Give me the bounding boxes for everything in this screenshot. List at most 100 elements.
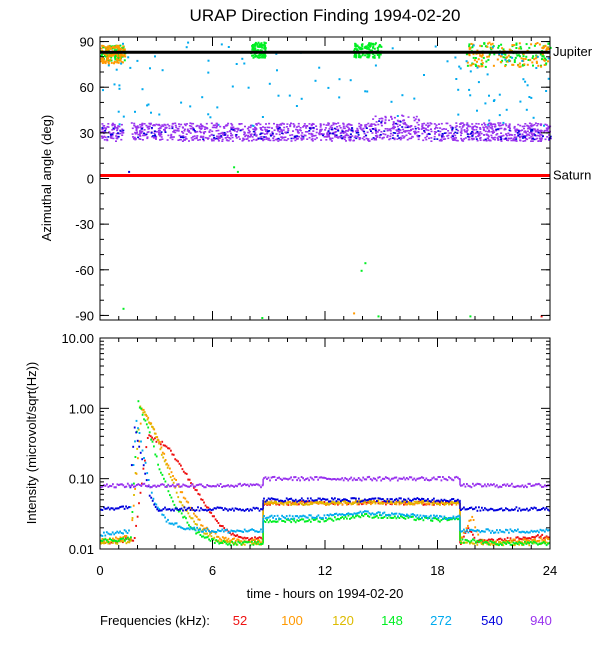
intensity-point: [191, 509, 194, 511]
intensity-point: [329, 513, 332, 516]
intensity-point: [203, 509, 205, 512]
azimuth-point: [366, 47, 369, 50]
azimuth-point: [212, 124, 215, 127]
azimuth-point: [466, 64, 469, 67]
azimuth-point: [158, 123, 160, 126]
intensity-point: [125, 530, 127, 533]
azimuth-point: [468, 136, 471, 139]
azimuth-point: [182, 135, 185, 137]
azimuth-point: [507, 139, 510, 142]
azimuth-point: [475, 136, 478, 138]
azimuth-point: [299, 127, 302, 129]
azimuth-point: [120, 61, 123, 63]
intensity-point: [545, 507, 548, 510]
azimuth-point: [295, 128, 298, 131]
azimuth-point: [395, 129, 398, 131]
intensity-point: [466, 529, 468, 532]
azimuth-point: [254, 55, 257, 57]
azimuth-point: [249, 136, 251, 138]
azimuth-point: [461, 122, 464, 124]
azimuth-point: [335, 128, 338, 130]
azimuth-point: [488, 119, 491, 122]
intensity-point: [215, 507, 217, 510]
intensity-point: [317, 478, 319, 481]
azimuth-point: [402, 115, 405, 117]
azimuth-point: [505, 133, 508, 136]
intensity-point: [246, 508, 249, 510]
azimuth-point: [507, 126, 510, 129]
intensity-point: [335, 518, 338, 521]
intensity-point: [117, 507, 120, 510]
intensity-point: [460, 540, 462, 543]
intensity-point: [518, 543, 521, 546]
intensity-point: [146, 485, 149, 488]
azimuth-point: [545, 124, 548, 126]
intensity-point: [369, 478, 372, 481]
azimuth-point: [384, 128, 387, 130]
azimuth-point: [393, 138, 396, 141]
azimuth-point: [537, 131, 540, 134]
intensity-point: [531, 541, 534, 544]
intensity-point: [389, 500, 392, 503]
intensity-point: [538, 539, 541, 542]
intensity-point: [377, 499, 380, 502]
intensity-point: [179, 508, 181, 511]
intensity-point: [515, 529, 518, 532]
intensity-point: [156, 508, 159, 511]
intensity-point: [547, 508, 549, 511]
intensity-point: [343, 498, 345, 501]
intensity-point: [128, 484, 131, 487]
azimuth-point: [426, 122, 429, 125]
intensity-point: [317, 514, 320, 517]
azimuth-point: [152, 135, 155, 137]
azimuth-point: [440, 140, 443, 142]
azimuth-point: [247, 126, 250, 128]
intensity-point: [521, 484, 524, 487]
azimuth-point: [263, 138, 266, 141]
azimuth-point: [426, 133, 429, 136]
intensity-point: [412, 515, 414, 518]
intensity-point: [162, 444, 165, 447]
intensity-point: [159, 448, 162, 451]
azimuth-point: [382, 136, 385, 139]
azimuth-point: [116, 127, 119, 130]
azimuth-point: [375, 121, 378, 123]
intensity-point: [365, 499, 368, 502]
azimuth-point: [297, 122, 300, 125]
azimuth-point: [498, 114, 501, 117]
azimuth-point: [540, 137, 543, 139]
azimuth-point: [231, 85, 234, 88]
azimuth-point: [405, 124, 408, 126]
azimuth-point: [389, 132, 392, 135]
intensity-point: [419, 514, 422, 517]
intensity-point: [110, 538, 113, 541]
intensity-point: [133, 426, 136, 429]
intensity-point: [308, 518, 311, 521]
azimuth-point: [263, 42, 266, 45]
azimuth-point: [479, 44, 482, 47]
intensity-point: [403, 498, 405, 501]
azimuth-point: [265, 130, 267, 132]
intensity-point: [376, 512, 378, 515]
intensity-point: [319, 501, 321, 504]
intensity-point: [335, 502, 338, 504]
intensity-point: [380, 514, 383, 517]
azimuth-point: [315, 125, 318, 127]
intensity-point: [299, 500, 302, 503]
azimuth-point: [288, 94, 291, 97]
intensity-point: [405, 477, 408, 479]
azimuth-point: [143, 123, 146, 125]
azimuth-point: [389, 130, 392, 132]
intensity-point: [201, 498, 204, 501]
intensity-point: [194, 523, 197, 525]
azimuth-point: [499, 136, 502, 139]
azimuth-point: [220, 136, 223, 138]
azimuth-point: [403, 135, 406, 138]
intensity-point: [321, 476, 324, 479]
azimuth-point: [208, 135, 211, 137]
azimuth-point: [237, 136, 240, 138]
intensity-point: [115, 536, 117, 539]
azimuth-point: [414, 130, 417, 133]
intensity-point: [185, 472, 188, 475]
azimuth-point: [543, 59, 546, 62]
